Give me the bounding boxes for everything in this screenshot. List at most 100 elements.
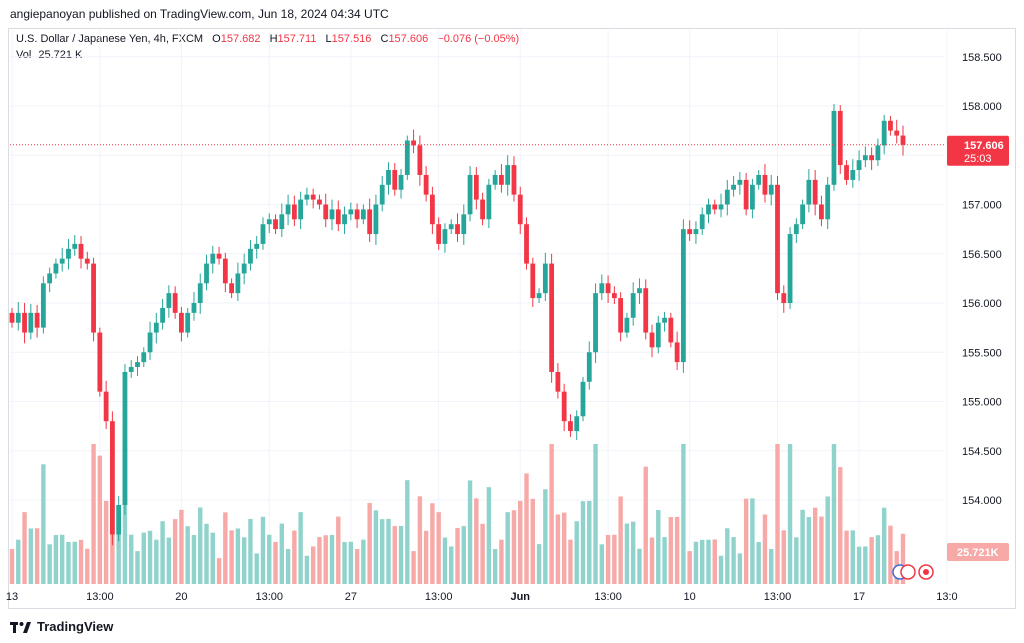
candle-body [248, 248, 253, 264]
price-tick-label: 154.000 [962, 495, 1002, 507]
volume-bar [292, 530, 297, 584]
attribution: angiepanoyan published on TradingView.co… [10, 7, 389, 21]
symbol-label[interactable]: U.S. Dollar / Japanese Yen, 4h, FXCM [16, 33, 204, 45]
candle-body [254, 243, 260, 249]
volume-label[interactable]: Vol [16, 49, 32, 61]
volume-bar [72, 541, 77, 584]
candle-body [235, 273, 241, 294]
candle-body [850, 170, 856, 180]
candle-body [687, 229, 693, 235]
volume-bar [856, 546, 862, 584]
volume-bar [348, 541, 354, 584]
candle-body [787, 234, 793, 303]
volume-bar [235, 528, 241, 584]
volume-bar [323, 535, 328, 584]
volume-bar [568, 539, 573, 584]
volume-bar [254, 553, 259, 584]
candle-body [229, 283, 235, 294]
volume-bar [681, 444, 686, 584]
candle-body [59, 258, 65, 264]
volume-bar [380, 519, 385, 584]
volume-bar [41, 464, 46, 584]
price-tick-label: 158.500 [962, 52, 1002, 64]
candle-body [486, 184, 492, 220]
candle-body [593, 293, 598, 353]
candle-body [768, 184, 774, 195]
volume-bar [166, 537, 172, 584]
volume-bar [267, 534, 272, 584]
candle-body [668, 317, 674, 343]
candle-body [15, 312, 21, 323]
ohlc-legend: U.S. Dollar / Japanese Yen, 4h, FXCM O15… [16, 33, 519, 45]
volume-bars [9, 444, 906, 584]
time-tick-label: 20 [175, 591, 187, 603]
time-tick-label: 13:00 [86, 591, 114, 603]
candle-body [367, 209, 373, 235]
volume-bar [103, 500, 109, 584]
volume-bar [499, 539, 504, 584]
footer-logo[interactable]: TradingView [10, 619, 113, 634]
volume-bar [411, 551, 416, 584]
time-tick-label: 17 [853, 591, 865, 603]
volume-bar [342, 542, 347, 584]
candle-body [680, 229, 686, 363]
candle-body [298, 199, 304, 220]
candle-body [461, 214, 467, 235]
volume-bar [888, 525, 893, 584]
volume-bar [179, 509, 184, 584]
candle-body [210, 253, 216, 264]
candle-body [473, 174, 479, 200]
volume-bar [361, 539, 366, 584]
volume-bar [185, 526, 190, 584]
candle-body [611, 293, 617, 299]
volume-bar [398, 525, 404, 584]
candle-body [618, 298, 624, 333]
volume-bar [869, 537, 874, 584]
volume-bar [172, 519, 178, 584]
candle-body [116, 504, 122, 535]
close-value: 157.606 [388, 33, 429, 45]
volume-bar [593, 444, 598, 584]
volume-bar [97, 455, 103, 584]
candle-body [423, 174, 429, 195]
candle-body [743, 179, 749, 210]
volume-bar [518, 500, 523, 584]
volume-bar [536, 544, 542, 584]
candle-body [436, 224, 442, 244]
candle-body [128, 367, 134, 372]
volume-bar [223, 512, 228, 584]
candle-body [605, 283, 611, 294]
candle-body [756, 174, 762, 185]
candle-body [53, 263, 59, 274]
candle-body [160, 307, 165, 323]
volume-bar [624, 523, 630, 584]
volume-bar [769, 549, 774, 584]
candle-body [66, 248, 71, 259]
volume-bar [279, 523, 285, 584]
candle-body [354, 209, 360, 220]
candle-body [655, 322, 661, 348]
candle-body [28, 312, 34, 333]
candle-body [166, 293, 172, 308]
candle-body [335, 209, 341, 225]
volume-bar [436, 512, 441, 584]
volume-bar [405, 480, 410, 584]
volume-bar [474, 498, 479, 584]
candle-body [404, 140, 410, 175]
volume-bar [643, 466, 648, 584]
volume-bar [329, 535, 335, 584]
time-tick-label: 13:00 [425, 591, 453, 603]
candle-body [862, 155, 868, 161]
candle-body [674, 342, 680, 363]
volume-bar [160, 521, 165, 584]
volume-bar [417, 496, 423, 584]
candle-body [536, 293, 542, 299]
volume-bar [524, 473, 529, 584]
volume-bar [718, 555, 724, 584]
volume-bar [881, 507, 887, 584]
volume-bar [605, 535, 611, 584]
candle-body [643, 288, 649, 333]
candle-body [398, 174, 404, 190]
